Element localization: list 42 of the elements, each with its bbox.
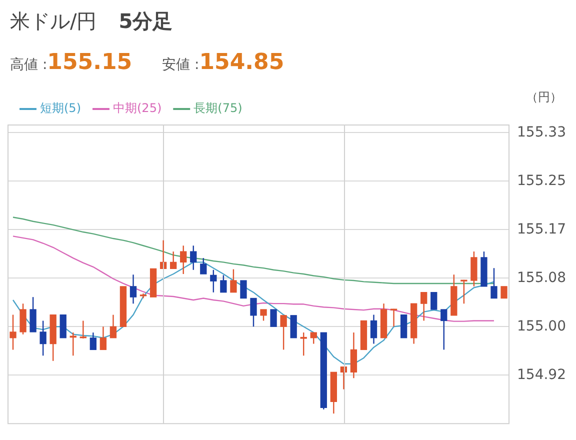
chart-title: 米ドル/円 [10, 9, 97, 33]
legend-label: 中期(25) [113, 101, 162, 116]
y-tick-label: 155.17 [517, 221, 566, 238]
y-tick-label: 154.92 [517, 366, 566, 383]
candlestick [110, 314, 117, 338]
candlestick [420, 292, 428, 322]
chart-subtitle: 5分足 [118, 9, 173, 33]
candlestick [90, 332, 97, 350]
y-tick-label: 155.08 [517, 270, 566, 286]
candlestick [190, 245, 197, 270]
legend-label: 短期(5) [40, 101, 81, 116]
y-tick-label: 155.00 [517, 318, 566, 334]
candlestick [130, 274, 137, 304]
candlestick [100, 326, 107, 350]
y-tick-label: 155.25 [517, 172, 566, 189]
candlestick [440, 309, 448, 350]
candlestick [170, 250, 177, 270]
candlestick [450, 274, 458, 316]
text: 安値 : [162, 57, 200, 73]
candlestick [30, 296, 36, 332]
candlestick [470, 250, 478, 288]
candlestick [410, 303, 418, 344]
candlestick [10, 314, 16, 350]
candlestick [370, 314, 378, 344]
candlestick [50, 314, 56, 362]
candlestick [300, 332, 307, 356]
legend-label: 長期(75) [194, 101, 242, 116]
text: 154.85 [199, 50, 284, 75]
candlestick [390, 308, 398, 328]
y-axis-title: （円） [526, 89, 562, 106]
candlestick [210, 269, 217, 293]
candlestick [40, 320, 46, 356]
candlestick [180, 245, 187, 275]
text: 高値 : [10, 57, 48, 73]
candlestick [350, 332, 358, 379]
y-tick-label: 155.33 [517, 124, 566, 140]
text: 155.15 [47, 50, 132, 75]
candlestick [230, 268, 237, 293]
candlestick [490, 267, 498, 299]
candlestick [380, 302, 388, 338]
candlestick [250, 298, 257, 328]
candlestick [280, 315, 287, 350]
